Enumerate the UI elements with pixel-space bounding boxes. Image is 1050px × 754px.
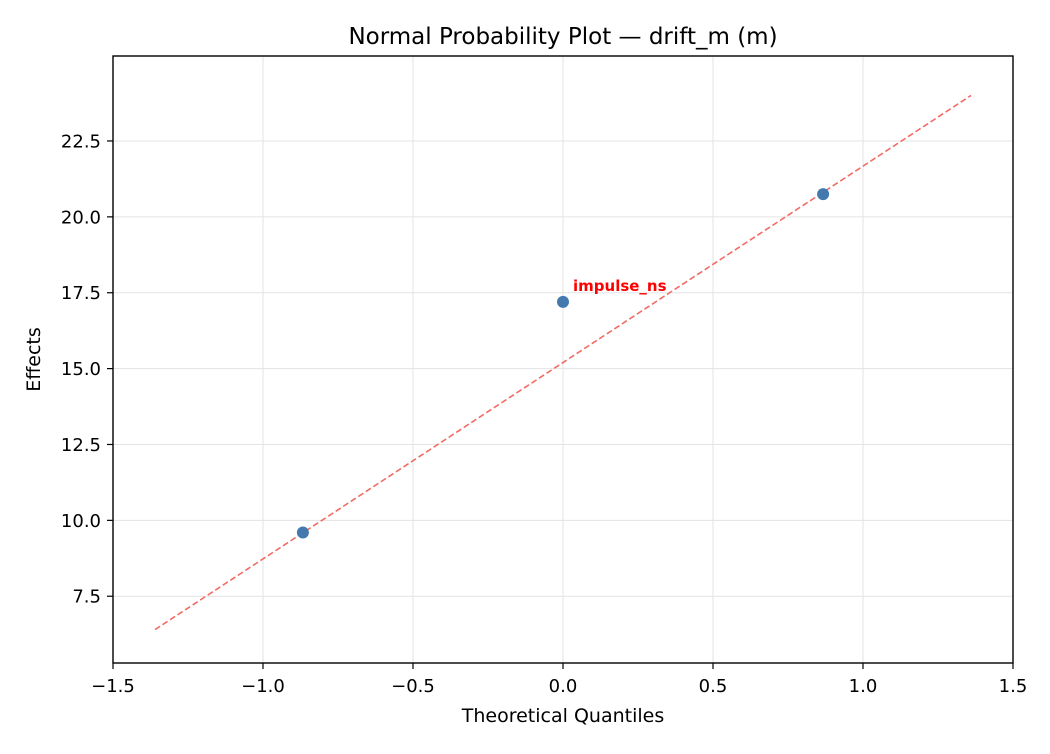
data-point [817,188,830,201]
x-tick-label: −1.0 [241,676,285,697]
y-tick-label: 10.0 [61,511,101,532]
x-tick-label: 0.0 [549,676,578,697]
x-ticks: −1.5 −1.0 −0.5 0.0 0.5 1.0 1.5 [91,663,1027,697]
x-tick-label: 0.5 [699,676,728,697]
annotation-layer: impulse_ns [573,277,667,295]
x-tick-label: 1.5 [999,676,1028,697]
x-tick-label: −0.5 [391,676,435,697]
y-tick-label: 7.5 [72,587,101,608]
x-tick-label: 1.0 [849,676,878,697]
reference-line-layer [154,94,972,631]
y-tick-label: 22.5 [61,131,101,152]
grid-layer [112,56,1014,663]
y-tick-label: 17.5 [61,283,101,304]
x-tick-label: −1.5 [91,676,135,697]
y-tick-label: 15.0 [61,359,101,380]
data-point [296,526,309,539]
y-tick-label: 20.0 [61,207,101,228]
data-point [557,295,569,308]
reference-line [154,94,972,631]
points-layer [296,188,830,539]
point-annotation: impulse_ns [573,277,667,295]
x-axis-label: Theoretical Quantiles [461,705,664,727]
y-axis-label: Effects [23,327,45,392]
y-ticks: 7.5 10.0 12.5 15.0 17.5 20.0 22.5 [61,131,113,608]
chart-title: Normal Probability Plot — drift_m (m) [348,24,777,50]
y-tick-label: 12.5 [61,435,101,456]
